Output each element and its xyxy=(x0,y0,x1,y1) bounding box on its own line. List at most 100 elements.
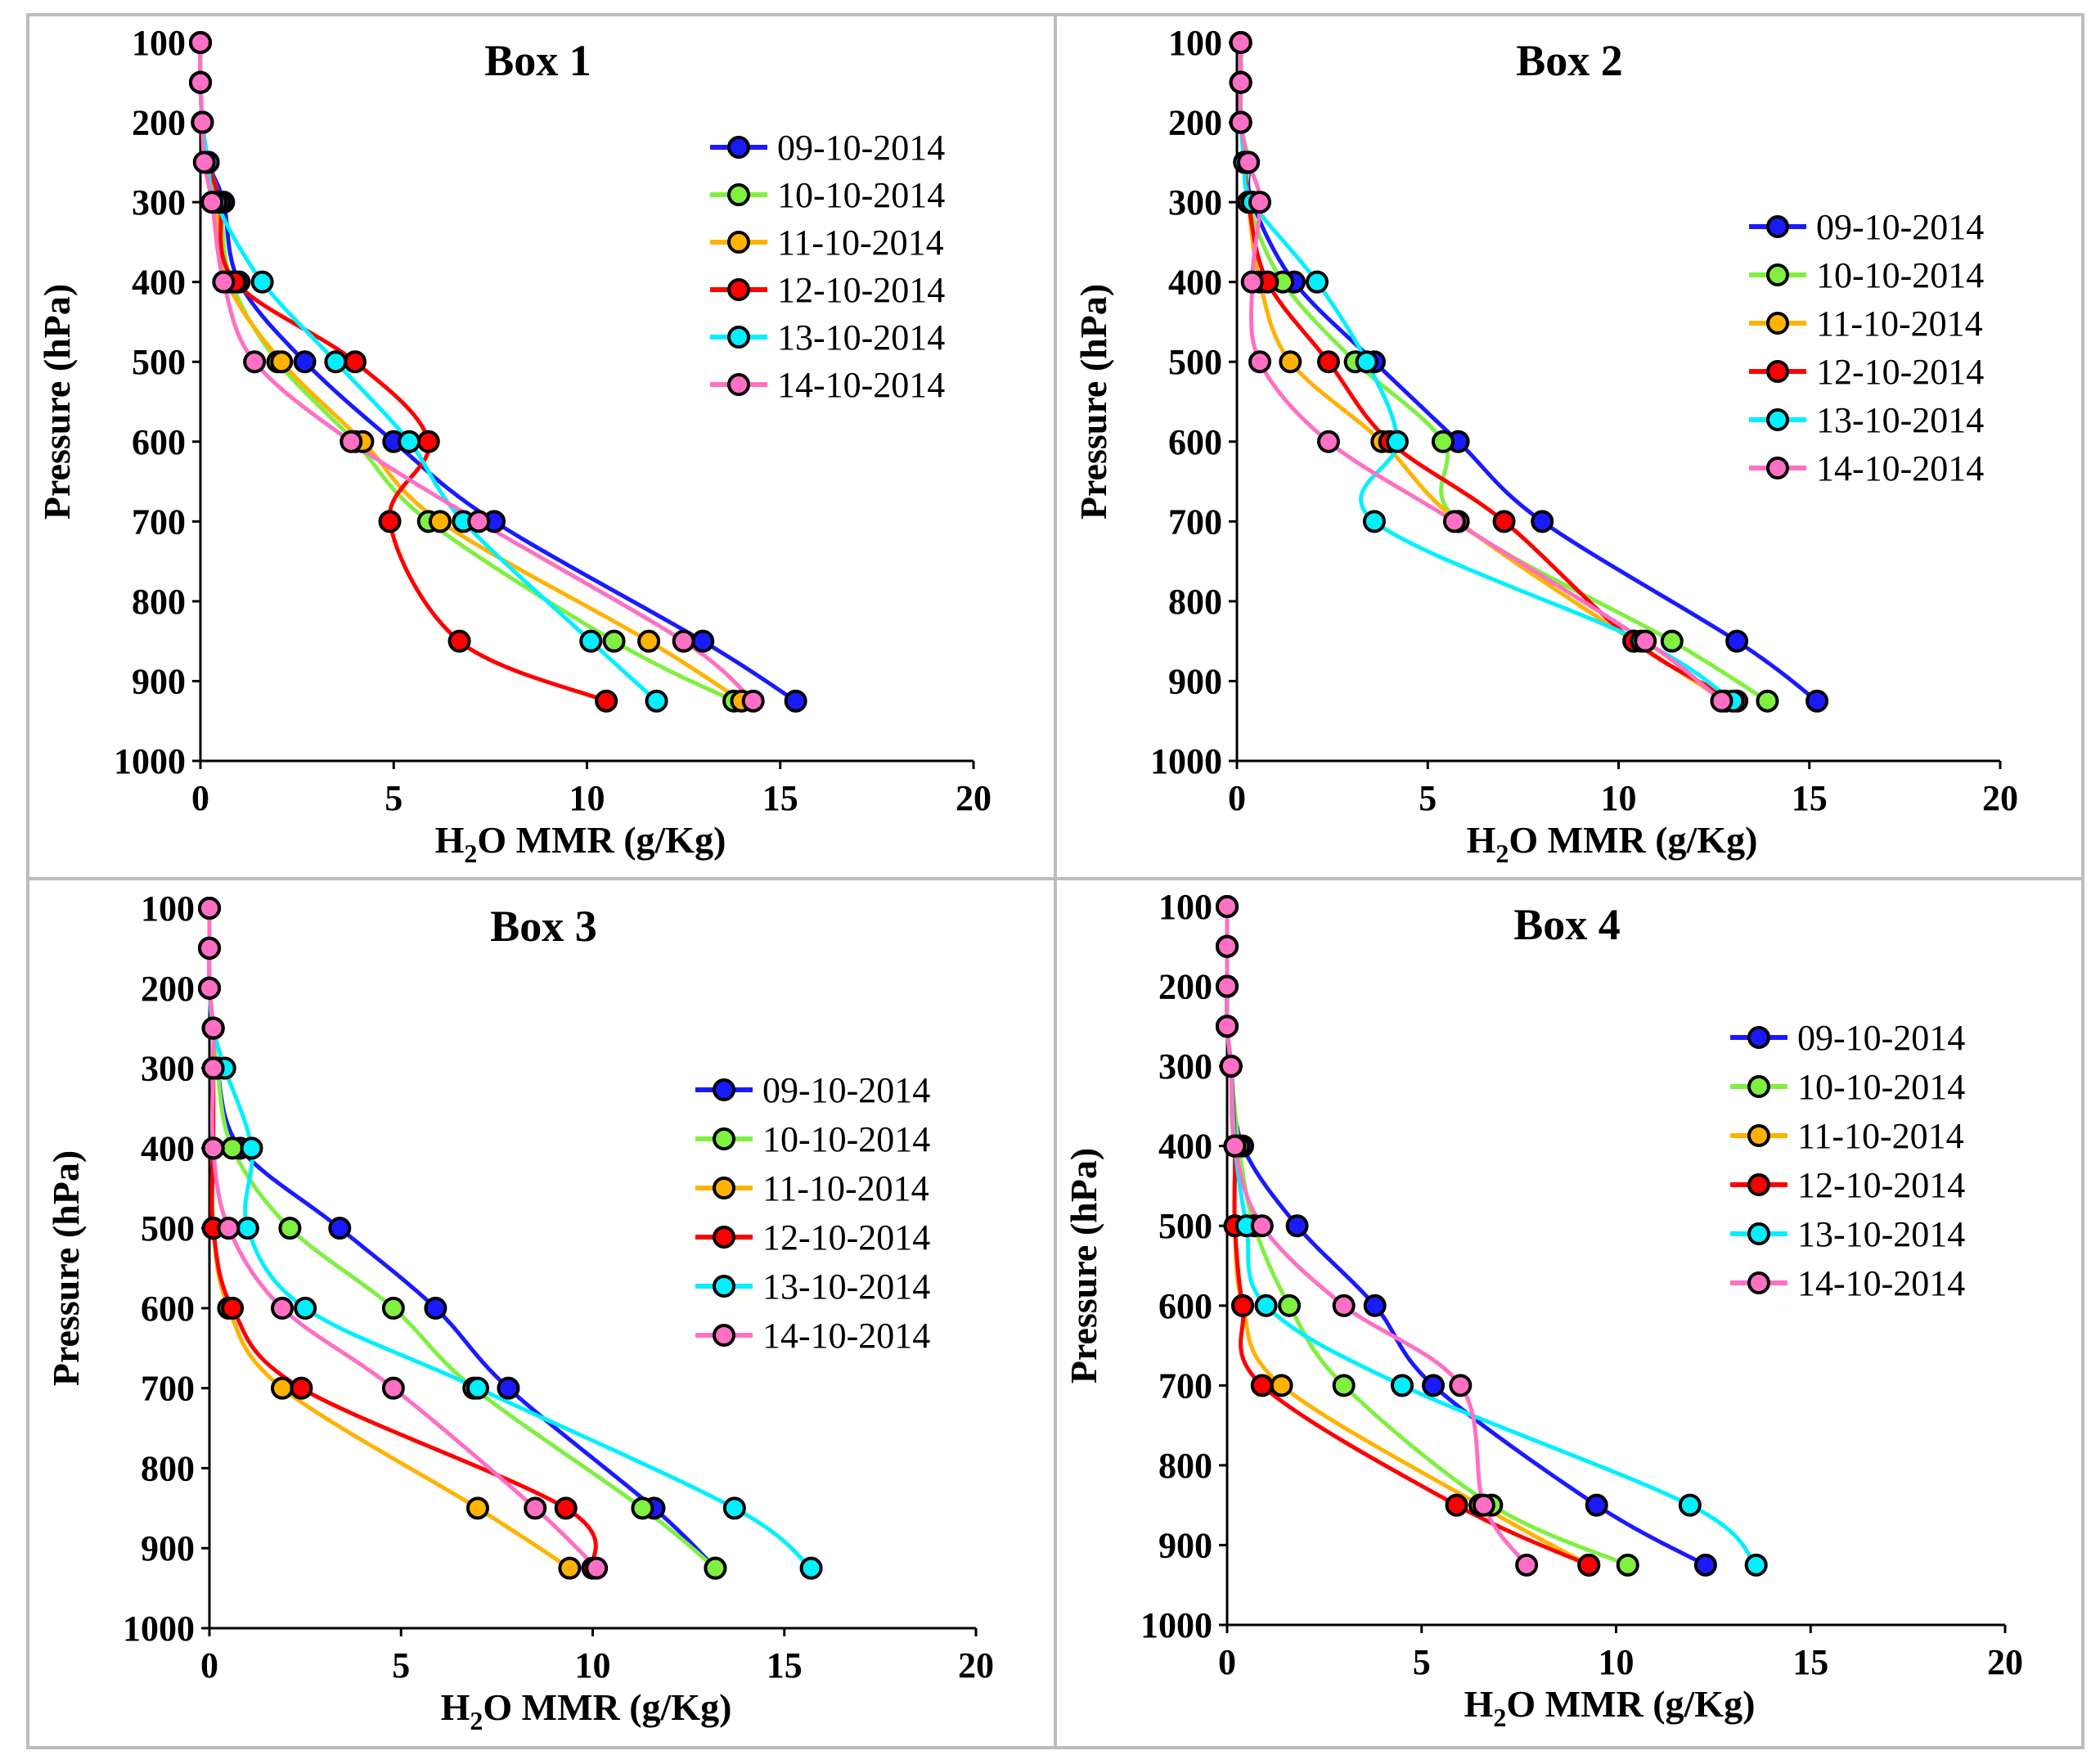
panel-frame xyxy=(1054,877,2084,1749)
data-point xyxy=(1362,510,1386,533)
y-axis-title: Pressure (hPa) xyxy=(36,284,78,520)
data-point xyxy=(378,510,402,533)
y-tick-label: 600 xyxy=(1158,1286,1212,1326)
data-point xyxy=(1693,1553,1717,1577)
data-point xyxy=(1248,350,1271,374)
legend-label: 11-10-2014 xyxy=(762,1168,929,1208)
y-tick-label: 1000 xyxy=(1150,741,1222,781)
legend-swatch-marker xyxy=(1766,263,1789,286)
y-tick-label: 400 xyxy=(141,1128,195,1168)
y-tick-label: 300 xyxy=(132,182,186,223)
legend-label: 12-10-2014 xyxy=(762,1217,930,1258)
data-point xyxy=(579,629,603,653)
data-point xyxy=(1316,350,1340,374)
chart-title: Box 2 xyxy=(1516,36,1623,85)
data-point xyxy=(271,1296,295,1320)
legend-swatch-marker xyxy=(727,136,750,159)
data-point xyxy=(1231,1294,1255,1317)
x-tick-label: 10 xyxy=(1601,778,1637,818)
data-point xyxy=(585,1556,609,1580)
data-point xyxy=(200,191,224,214)
legend-entry: 11-10-2014 xyxy=(710,223,944,263)
data-point xyxy=(1216,895,1239,918)
data-point xyxy=(1585,1493,1608,1517)
data-point xyxy=(1725,629,1749,653)
legend-swatch-marker xyxy=(727,326,750,349)
data-point xyxy=(1744,1553,1768,1577)
legend-swatch-marker xyxy=(1766,312,1789,335)
legend-swatch-marker xyxy=(713,1177,735,1199)
chart-title: Box 4 xyxy=(1513,900,1621,949)
data-point xyxy=(1250,1374,1274,1397)
y-tick-label: 600 xyxy=(132,422,186,462)
data-point xyxy=(293,350,317,374)
data-point xyxy=(1279,350,1302,374)
legend-swatch-marker xyxy=(1766,457,1789,479)
legend-swatch-marker xyxy=(1747,1271,1770,1294)
legend-swatch-marker xyxy=(713,1127,735,1150)
data-point xyxy=(1431,430,1455,453)
data-point xyxy=(1229,70,1252,94)
legend-label: 12-10-2014 xyxy=(1816,352,1984,392)
legend-entry: 10-10-2014 xyxy=(1749,255,1984,295)
data-point xyxy=(243,350,267,374)
data-point xyxy=(1756,689,1779,713)
data-point xyxy=(1216,934,1239,958)
legend-entry: 14-10-2014 xyxy=(710,365,945,405)
y-tick-label: 600 xyxy=(141,1289,195,1329)
x-axis-title: H2O MMR (g/Kg) xyxy=(441,1686,732,1735)
y-tick-label: 700 xyxy=(1168,502,1222,542)
data-point xyxy=(1805,689,1829,713)
x-tick-label: 20 xyxy=(956,778,992,818)
x-tick-label: 0 xyxy=(1218,1642,1236,1682)
data-point xyxy=(221,1296,245,1320)
legend-label: 10-10-2014 xyxy=(1816,255,1984,295)
legend-entry: 12-10-2014 xyxy=(710,270,945,310)
y-tick-label: 500 xyxy=(132,342,186,382)
data-point xyxy=(1355,350,1378,374)
data-point xyxy=(1250,1214,1274,1238)
data-point xyxy=(1445,1493,1468,1517)
y-tick-label: 1000 xyxy=(123,1609,195,1649)
data-point xyxy=(416,430,440,453)
data-point xyxy=(672,629,695,653)
legend-label: 12-10-2014 xyxy=(777,270,945,310)
legend-swatch-marker xyxy=(1766,215,1789,238)
data-point xyxy=(1390,1374,1414,1397)
legend-entry: 11-10-2014 xyxy=(1749,304,1983,344)
data-point xyxy=(424,1296,447,1320)
data-point xyxy=(1236,151,1260,174)
data-point xyxy=(212,270,236,294)
data-point xyxy=(741,689,765,713)
y-tick-label: 100 xyxy=(132,23,186,63)
data-point xyxy=(189,31,212,54)
data-point xyxy=(1219,1055,1243,1078)
data-point xyxy=(1229,110,1252,134)
legend-entry: 12-10-2014 xyxy=(1749,352,1984,392)
data-point xyxy=(1254,1294,1278,1317)
y-tick-label: 800 xyxy=(141,1448,195,1488)
x-tick-label: 15 xyxy=(767,1645,803,1685)
data-point xyxy=(217,1217,241,1240)
y-tick-label: 200 xyxy=(1168,103,1222,143)
legend-entry: 12-10-2014 xyxy=(695,1217,930,1258)
x-tick-label: 20 xyxy=(1987,1642,2023,1682)
y-tick-label: 100 xyxy=(1158,887,1212,927)
x-tick-label: 20 xyxy=(1982,778,2018,818)
data-point xyxy=(324,350,348,374)
y-tick-label: 600 xyxy=(1168,422,1222,462)
data-point xyxy=(236,1217,259,1240)
x-tick-label: 10 xyxy=(569,778,605,818)
y-axis-title: Pressure (hPa) xyxy=(1063,1148,1104,1384)
legend-entry: 14-10-2014 xyxy=(1730,1263,1965,1303)
y-tick-label: 200 xyxy=(141,969,195,1009)
legend-label: 10-10-2014 xyxy=(762,1119,930,1159)
data-point xyxy=(198,897,221,920)
y-tick-label: 800 xyxy=(132,582,186,622)
data-point xyxy=(784,689,807,713)
legend-swatch-marker xyxy=(1766,408,1789,431)
data-point xyxy=(270,350,294,374)
